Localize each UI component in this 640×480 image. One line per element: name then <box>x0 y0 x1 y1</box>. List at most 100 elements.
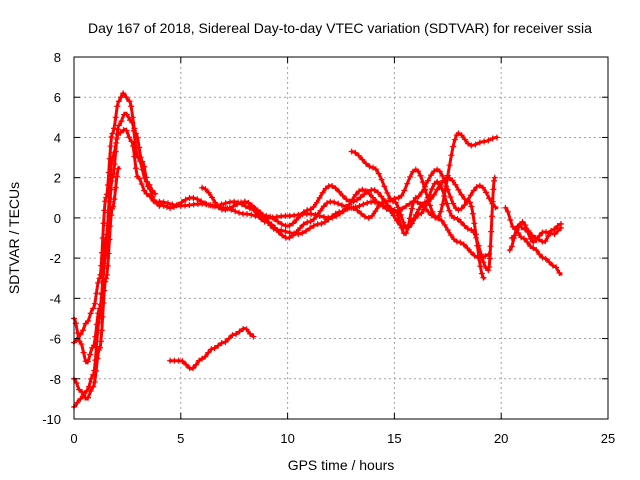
data-point <box>102 198 109 205</box>
data-point <box>426 192 433 199</box>
data-point <box>149 187 156 194</box>
data-point <box>313 199 320 206</box>
series-arc-c <box>71 111 159 365</box>
data-point <box>182 196 189 203</box>
y-tick-label: 4 <box>54 130 61 145</box>
data-point <box>480 274 487 281</box>
data-point <box>120 127 127 134</box>
data-point <box>536 232 543 239</box>
data-point <box>359 156 366 163</box>
data-point <box>310 216 317 223</box>
data-point <box>464 245 471 252</box>
data-point <box>357 194 364 201</box>
data-point <box>332 185 339 192</box>
data-point <box>236 328 243 335</box>
data-point <box>332 210 339 217</box>
data-point <box>126 134 133 141</box>
data-point <box>460 241 467 248</box>
data-point <box>222 200 229 207</box>
data-point <box>322 185 329 192</box>
data-point <box>354 196 361 203</box>
data-point <box>272 224 279 231</box>
data-point <box>434 186 441 193</box>
data-point <box>428 185 435 192</box>
data-point <box>453 238 460 245</box>
data-point <box>551 230 558 237</box>
data-point <box>300 221 307 228</box>
data-point <box>289 232 296 239</box>
data-point <box>314 212 321 219</box>
y-tick-label: -4 <box>49 291 61 306</box>
data-point <box>174 201 181 208</box>
data-point <box>265 219 272 226</box>
data-point <box>479 184 486 191</box>
data-point <box>310 203 317 210</box>
data-point <box>108 177 115 184</box>
data-point <box>234 201 241 208</box>
data-point <box>418 201 425 208</box>
data-point <box>160 199 167 206</box>
data-point <box>215 203 222 210</box>
data-point <box>135 154 142 161</box>
data-point <box>101 287 108 294</box>
data-point <box>100 265 107 272</box>
data-point <box>352 191 359 198</box>
data-point <box>464 197 471 204</box>
data-point <box>375 170 382 177</box>
data-point <box>519 218 526 225</box>
data-point <box>403 203 410 210</box>
data-point <box>297 212 304 219</box>
data-point <box>310 222 317 229</box>
data-point <box>468 142 475 149</box>
data-point <box>105 250 112 257</box>
data-point <box>435 213 442 220</box>
data-point <box>549 262 556 269</box>
data-point <box>90 305 97 312</box>
data-point <box>230 203 237 210</box>
data-point <box>489 135 496 142</box>
data-point <box>241 198 248 205</box>
data-point <box>490 186 497 193</box>
data-point <box>405 224 412 231</box>
data-point <box>441 192 448 199</box>
data-point <box>486 264 493 271</box>
data-point <box>522 222 529 229</box>
data-point <box>139 166 146 173</box>
data-point <box>533 247 540 254</box>
data-point <box>342 203 349 210</box>
data-point <box>558 224 565 231</box>
data-point <box>289 220 296 227</box>
x-tick-label: 15 <box>387 431 401 446</box>
data-point <box>401 187 408 194</box>
data-point <box>205 189 212 196</box>
data-point <box>102 278 109 285</box>
data-point <box>115 122 122 129</box>
data-point <box>286 229 293 236</box>
data-point <box>452 181 459 188</box>
data-point <box>360 201 367 208</box>
data-point <box>229 332 236 339</box>
y-tick-label: 0 <box>54 211 61 226</box>
series-arc-m <box>167 325 257 372</box>
data-point <box>215 342 222 349</box>
data-point <box>543 229 550 236</box>
data-point <box>163 203 170 210</box>
data-point <box>132 165 139 172</box>
data-point <box>457 239 464 246</box>
data-point <box>85 394 92 401</box>
data-point <box>251 207 258 214</box>
data-point <box>464 225 471 232</box>
data-point <box>375 202 382 209</box>
data-point <box>488 213 495 220</box>
x-tick-label: 0 <box>70 431 77 446</box>
data-point <box>447 194 454 201</box>
data-point <box>387 195 394 202</box>
data-point <box>454 216 461 223</box>
data-point <box>316 194 323 201</box>
data-point <box>74 330 81 337</box>
data-point <box>338 202 345 209</box>
data-point <box>343 196 350 203</box>
plot-frame <box>73 56 609 420</box>
data-point <box>143 190 150 197</box>
